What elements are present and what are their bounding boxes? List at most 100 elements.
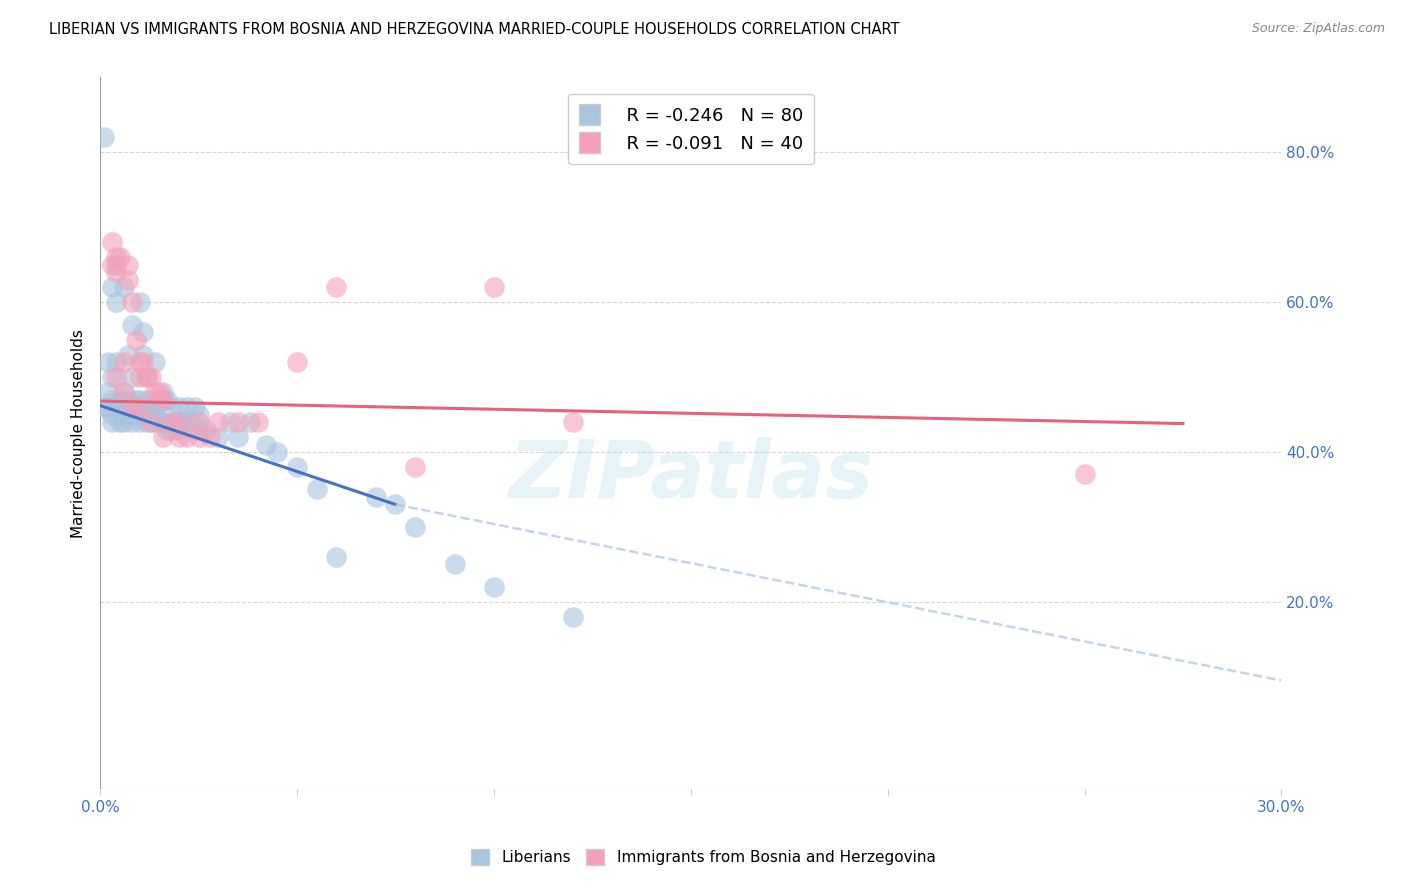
Point xyxy=(124,333,146,347)
Point xyxy=(121,400,143,414)
Point xyxy=(132,325,155,339)
Point xyxy=(141,415,163,429)
Point xyxy=(112,385,135,400)
Point xyxy=(104,258,127,272)
Point xyxy=(187,430,209,444)
Point xyxy=(121,370,143,384)
Point xyxy=(101,415,124,429)
Point xyxy=(443,558,465,572)
Point xyxy=(143,408,166,422)
Point xyxy=(148,415,170,429)
Legend: Liberians, Immigrants from Bosnia and Herzegovina: Liberians, Immigrants from Bosnia and He… xyxy=(464,843,942,871)
Point xyxy=(226,430,249,444)
Point xyxy=(1073,467,1095,482)
Text: ZIPatlas: ZIPatlas xyxy=(508,437,873,515)
Point xyxy=(246,415,269,429)
Point xyxy=(152,415,174,429)
Point xyxy=(163,415,186,429)
Point xyxy=(104,370,127,384)
Point xyxy=(117,392,139,407)
Point xyxy=(121,318,143,332)
Point xyxy=(108,408,131,422)
Point xyxy=(187,415,209,429)
Point xyxy=(148,392,170,407)
Point xyxy=(141,370,163,384)
Point xyxy=(148,385,170,400)
Point xyxy=(136,370,159,384)
Point xyxy=(117,258,139,272)
Point xyxy=(187,408,209,422)
Point xyxy=(180,415,202,429)
Point xyxy=(124,408,146,422)
Point xyxy=(128,415,150,429)
Point xyxy=(482,580,505,594)
Point xyxy=(101,258,124,272)
Point xyxy=(112,385,135,400)
Point xyxy=(101,280,124,294)
Point xyxy=(404,460,426,475)
Point xyxy=(117,408,139,422)
Point xyxy=(176,430,198,444)
Point xyxy=(108,250,131,264)
Point xyxy=(117,273,139,287)
Point xyxy=(200,430,222,444)
Point xyxy=(97,355,120,369)
Point xyxy=(121,295,143,310)
Point xyxy=(112,280,135,294)
Point xyxy=(384,498,406,512)
Point xyxy=(97,400,120,414)
Point xyxy=(101,370,124,384)
Point xyxy=(104,295,127,310)
Point xyxy=(104,400,127,414)
Point xyxy=(97,385,120,400)
Point xyxy=(121,400,143,414)
Point xyxy=(124,392,146,407)
Point xyxy=(101,392,124,407)
Point xyxy=(143,400,166,414)
Point xyxy=(167,415,190,429)
Point xyxy=(108,400,131,414)
Point xyxy=(136,392,159,407)
Point xyxy=(167,423,190,437)
Point xyxy=(108,415,131,429)
Point xyxy=(325,280,347,294)
Point xyxy=(152,392,174,407)
Point xyxy=(101,408,124,422)
Point xyxy=(195,423,218,437)
Point xyxy=(254,437,277,451)
Point xyxy=(325,549,347,564)
Point xyxy=(136,370,159,384)
Point xyxy=(132,355,155,369)
Point xyxy=(226,415,249,429)
Point xyxy=(172,415,194,429)
Point xyxy=(285,355,308,369)
Point xyxy=(93,400,115,414)
Point xyxy=(121,415,143,429)
Point xyxy=(152,392,174,407)
Point xyxy=(108,392,131,407)
Text: LIBERIAN VS IMMIGRANTS FROM BOSNIA AND HERZEGOVINA MARRIED-COUPLE HOUSEHOLDS COR: LIBERIAN VS IMMIGRANTS FROM BOSNIA AND H… xyxy=(49,22,900,37)
Point xyxy=(219,415,242,429)
Point xyxy=(143,355,166,369)
Point xyxy=(128,355,150,369)
Point xyxy=(160,415,183,429)
Point xyxy=(404,520,426,534)
Point xyxy=(128,400,150,414)
Point xyxy=(128,392,150,407)
Point xyxy=(305,483,328,497)
Point xyxy=(207,430,229,444)
Point xyxy=(364,490,387,504)
Point xyxy=(141,415,163,429)
Point xyxy=(167,400,190,414)
Point xyxy=(285,460,308,475)
Point xyxy=(160,423,183,437)
Point xyxy=(112,415,135,429)
Point xyxy=(156,392,179,407)
Point xyxy=(128,370,150,384)
Point xyxy=(104,250,127,264)
Point xyxy=(136,415,159,429)
Point xyxy=(143,385,166,400)
Point xyxy=(207,415,229,429)
Point xyxy=(128,295,150,310)
Point xyxy=(482,280,505,294)
